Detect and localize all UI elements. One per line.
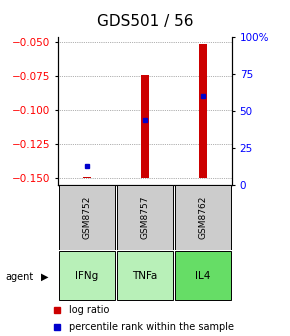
Text: percentile rank within the sample: percentile rank within the sample [70, 322, 234, 332]
Text: GSM8762: GSM8762 [198, 196, 208, 239]
Text: GSM8752: GSM8752 [82, 196, 92, 239]
Text: ▶: ▶ [41, 272, 49, 282]
Text: GDS501 / 56: GDS501 / 56 [97, 14, 193, 29]
Bar [199, 44, 207, 178]
Text: GSM8757: GSM8757 [140, 196, 150, 239]
Text: IFNg: IFNg [75, 270, 99, 281]
Bar [175, 185, 231, 250]
Bar [117, 185, 173, 250]
Bar [175, 251, 231, 300]
Text: agent: agent [6, 272, 34, 282]
Bar [117, 251, 173, 300]
Bar [83, 177, 91, 178]
Bar [59, 251, 115, 300]
Bar [141, 75, 149, 178]
Text: IL4: IL4 [195, 270, 211, 281]
Text: log ratio: log ratio [70, 305, 110, 316]
Text: TNFa: TNFa [132, 270, 158, 281]
Bar [59, 185, 115, 250]
